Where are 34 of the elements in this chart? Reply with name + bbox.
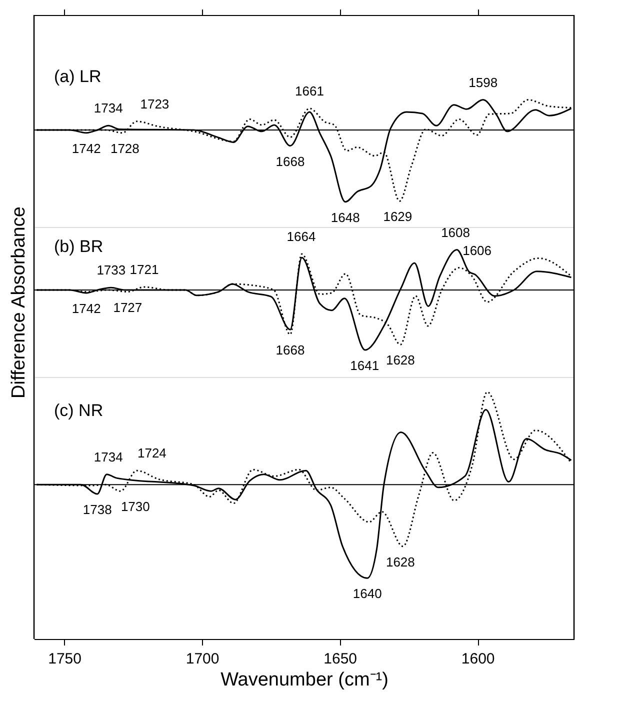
annotation: 1629: [383, 209, 412, 224]
x-tick-label: 1600: [461, 650, 495, 668]
text: (c) NR: [54, 401, 104, 420]
annotation: 1598: [468, 74, 498, 90]
annotation: 1730: [120, 499, 150, 514]
annotation: 1733: [96, 262, 126, 278]
annotation: 1742: [72, 140, 101, 156]
annotation: 1608: [441, 224, 470, 240]
annotation: 1724: [137, 446, 166, 461]
annotation: 1668: [276, 342, 305, 358]
annotation: 1668: [276, 154, 305, 169]
annotation: 1721: [130, 262, 159, 277]
annotation: 1641: [350, 358, 380, 373]
annotation: 1727: [113, 300, 142, 315]
annotation: 1648: [330, 210, 360, 225]
annotation: 1728: [110, 140, 140, 156]
annotation: 1734: [94, 100, 123, 116]
annotation: 1742: [72, 301, 101, 316]
annotation: 1628: [386, 352, 415, 368]
annotation: 1606: [462, 242, 492, 258]
x-tick-label: 1700: [186, 650, 220, 668]
annotation: 1734: [94, 449, 123, 464]
annotation: 1738: [82, 502, 112, 517]
x-axis-title: Wavenumber (cm⁻¹): [220, 670, 388, 690]
chart-title: (a) LR: [54, 67, 102, 86]
annotation: 1664: [286, 229, 316, 244]
annotation: 1640: [352, 586, 382, 602]
x-tick-label: 1750: [48, 650, 82, 668]
annotation: 1723: [140, 96, 170, 112]
chart-title: (b) BR: [54, 237, 104, 256]
x-tick-label: 1650: [324, 650, 358, 668]
annotation: 1628: [386, 554, 415, 570]
y-axis-title: Difference Absorbance: [8, 206, 30, 398]
annotation: 1661: [295, 83, 324, 98]
